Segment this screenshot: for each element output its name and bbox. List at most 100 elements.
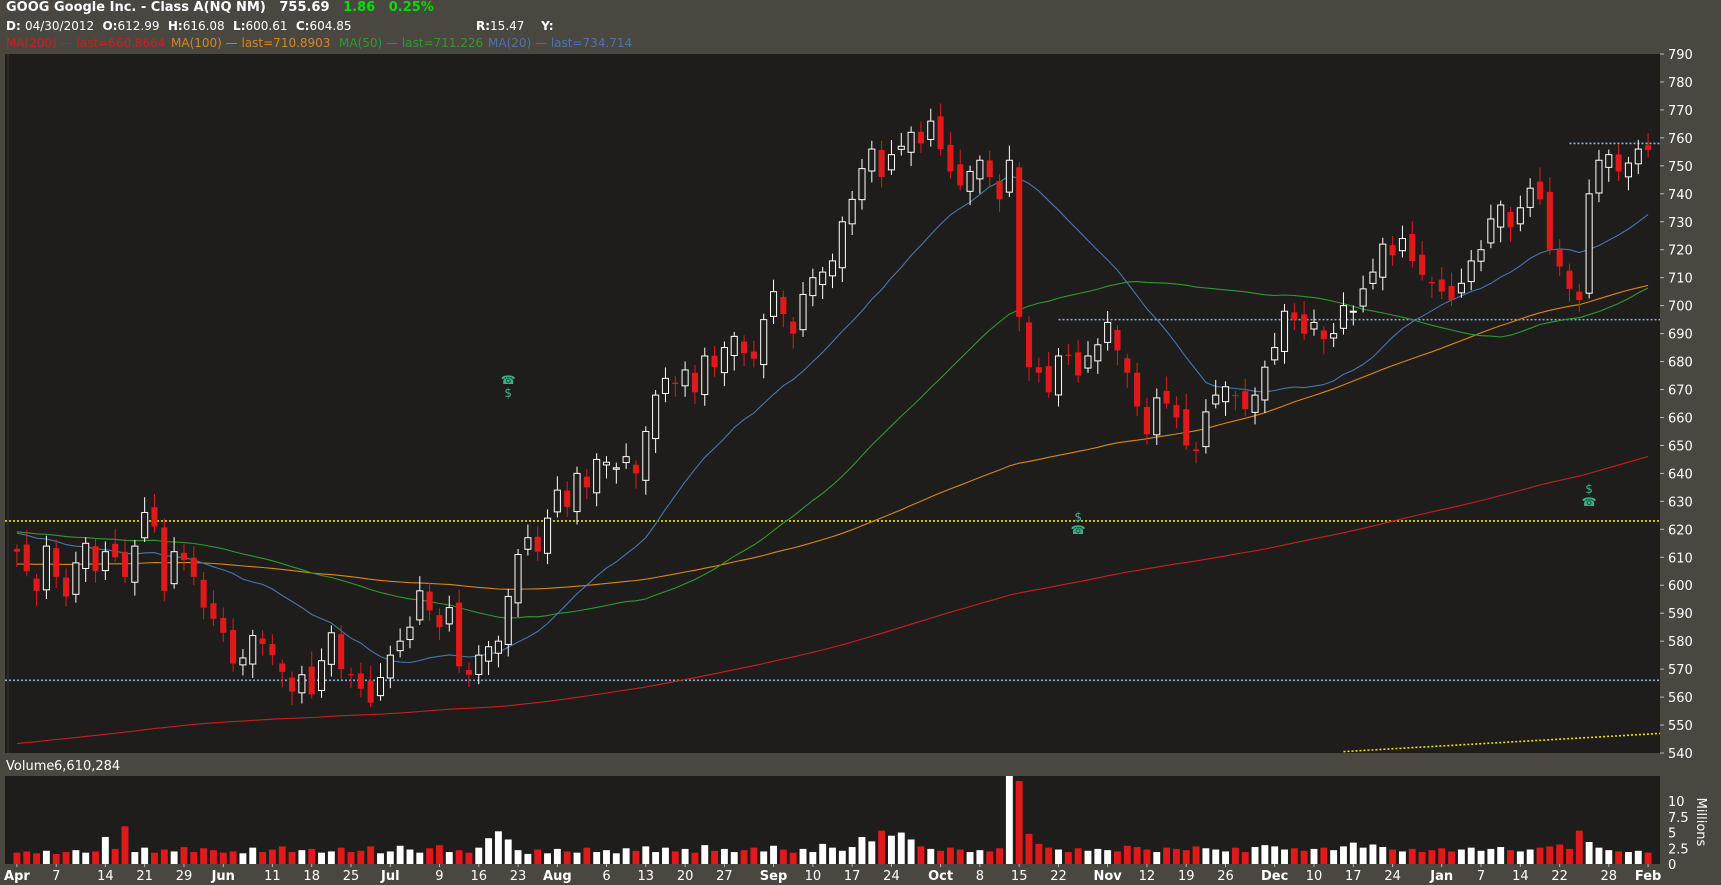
volume-bar bbox=[1153, 852, 1161, 864]
volume-bar bbox=[966, 852, 974, 864]
candle-body-down bbox=[1301, 314, 1308, 334]
dividend-icon: $ bbox=[1585, 482, 1593, 496]
price-axis-label: 560 bbox=[1668, 691, 1693, 706]
candle-body-down bbox=[741, 341, 748, 354]
volume-bar bbox=[740, 850, 748, 864]
candle-body-up bbox=[1005, 159, 1013, 193]
volume-bar bbox=[1163, 847, 1171, 864]
volume-bar bbox=[1251, 847, 1259, 864]
volume-axis-label: 2.5 bbox=[1668, 842, 1689, 857]
volume-bar bbox=[367, 846, 375, 864]
volume-bar bbox=[485, 838, 493, 864]
volume-bar bbox=[1182, 850, 1190, 864]
volume-bar bbox=[52, 853, 60, 864]
price-axis-label: 640 bbox=[1668, 467, 1693, 482]
candle-body-down bbox=[1389, 245, 1396, 256]
candle-body-down bbox=[780, 296, 787, 315]
x-axis-label: 7 bbox=[1477, 869, 1485, 884]
volume-bar bbox=[799, 848, 807, 864]
candle-body-down bbox=[1556, 249, 1563, 267]
x-axis-label: Jun bbox=[211, 869, 235, 884]
candle-body-up bbox=[1369, 271, 1377, 284]
volume-bar bbox=[121, 826, 129, 864]
volume-bar bbox=[298, 850, 306, 864]
volume-bar bbox=[1015, 781, 1023, 864]
x-axis-label: 8 bbox=[976, 869, 984, 884]
volume-bar bbox=[1487, 848, 1495, 864]
volume-bar bbox=[1389, 849, 1397, 864]
earnings-call-icon: ☎ bbox=[1071, 523, 1086, 537]
candle-body-down bbox=[33, 578, 40, 591]
volume-bar bbox=[337, 847, 345, 864]
ma-legend-item: MA(100) — last=710.8903 bbox=[171, 36, 330, 50]
x-axis-label: 9 bbox=[435, 869, 443, 884]
volume-bar bbox=[259, 852, 267, 864]
candle-body-up bbox=[642, 430, 650, 481]
volume-bar bbox=[720, 848, 728, 864]
volume-bar bbox=[1035, 843, 1043, 864]
close-value: 604.85 bbox=[309, 19, 352, 33]
candle-body-down bbox=[200, 579, 207, 608]
volume-bar bbox=[868, 841, 876, 864]
volume-bar bbox=[1369, 844, 1377, 864]
volume-bar bbox=[1575, 830, 1583, 864]
candle-body-down bbox=[1025, 322, 1033, 368]
candle-body-up bbox=[1084, 355, 1092, 369]
candle-body-up bbox=[101, 551, 109, 572]
volume-axis-label: 10 bbox=[1668, 795, 1685, 810]
price-axis-label: 540 bbox=[1668, 747, 1693, 762]
price-axis-label: 690 bbox=[1668, 328, 1693, 343]
ma-legend-name: MA(100) bbox=[171, 36, 222, 50]
x-axis-label: 14 bbox=[1512, 869, 1529, 884]
candle-body-down bbox=[230, 630, 237, 664]
volume-bar bbox=[789, 852, 797, 864]
candle-body-up bbox=[131, 545, 139, 583]
candle-body-down bbox=[112, 543, 119, 558]
price-axis-label: 680 bbox=[1668, 356, 1693, 371]
earnings-call-icon: ☎ bbox=[501, 373, 516, 387]
volume-bar bbox=[308, 848, 316, 864]
x-axis-label: Jul bbox=[380, 869, 400, 884]
volume-bar bbox=[465, 852, 473, 864]
volume-bar bbox=[42, 850, 50, 864]
candle-body-up bbox=[1595, 159, 1603, 194]
volume-bar bbox=[151, 852, 158, 864]
volume-bar bbox=[583, 847, 591, 864]
volume-axis-label: 5 bbox=[1668, 827, 1676, 842]
volume-bar bbox=[327, 851, 335, 864]
volume-bar bbox=[1202, 848, 1210, 864]
volume-bar bbox=[210, 850, 217, 864]
volume-bar bbox=[1064, 852, 1072, 864]
volume-bar bbox=[278, 846, 286, 864]
volume-bar bbox=[1045, 847, 1053, 864]
candle-body-down bbox=[1428, 281, 1435, 284]
candle-body-up bbox=[376, 677, 385, 697]
candle-body-down bbox=[1645, 145, 1652, 150]
candle-body-down bbox=[62, 577, 70, 597]
candle-body-down bbox=[583, 476, 590, 488]
candle-body-down bbox=[1124, 358, 1131, 373]
candle-body-down bbox=[426, 591, 433, 611]
price-axis-label: 630 bbox=[1668, 495, 1693, 510]
candle-body-up bbox=[661, 377, 669, 394]
price-axis-label: 790 bbox=[1668, 48, 1693, 63]
volume-bar bbox=[396, 845, 404, 864]
x-axis-label: 16 bbox=[470, 869, 487, 884]
candle-body-down bbox=[308, 666, 315, 695]
volume-bar bbox=[544, 853, 551, 864]
dividend-icon: $ bbox=[504, 386, 512, 400]
candle-body-up bbox=[887, 154, 896, 171]
volume-bar bbox=[72, 850, 80, 864]
high-label: H: bbox=[167, 19, 183, 33]
x-axis-label: 10 bbox=[805, 869, 822, 884]
candle-body-down bbox=[691, 372, 698, 393]
candle-body-down bbox=[1536, 181, 1544, 200]
ma50-line bbox=[16, 281, 1649, 619]
candle-body-up bbox=[416, 590, 424, 621]
candle-body-down bbox=[564, 490, 571, 507]
x-axis-label: 24 bbox=[883, 869, 900, 884]
candle-body-up bbox=[760, 319, 768, 366]
volume-bar bbox=[1408, 848, 1416, 864]
candle-body-up bbox=[1624, 162, 1632, 178]
volume-bar bbox=[288, 852, 296, 864]
